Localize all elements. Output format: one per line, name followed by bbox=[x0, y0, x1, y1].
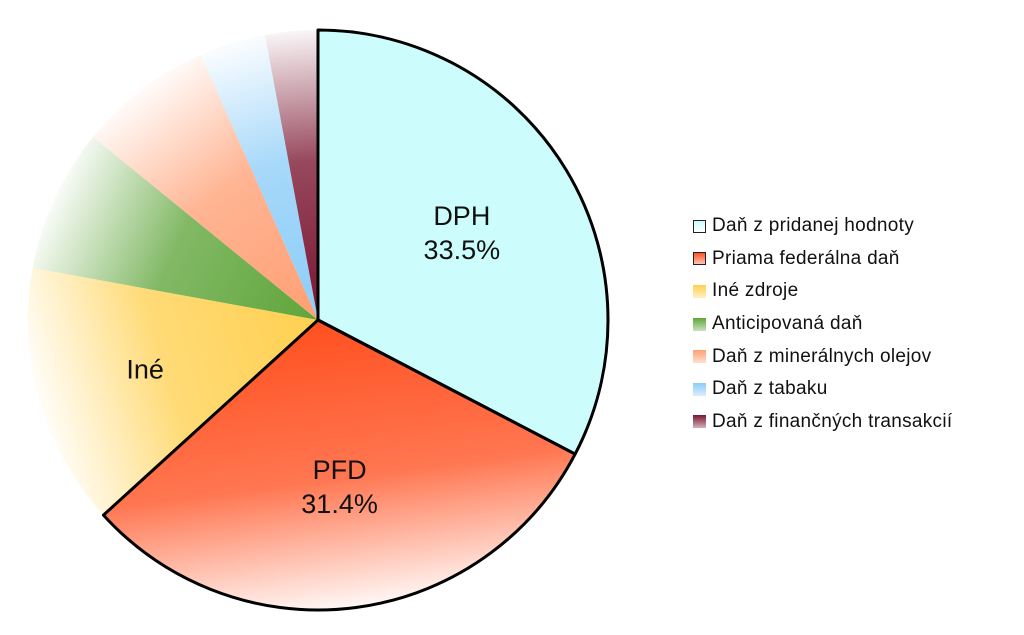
pie-slice-dan-z-tabaku bbox=[200, 34, 318, 321]
legend-label: Daň z tabaku bbox=[712, 378, 828, 400]
legend-item-anticipovana-dan: Anticipovaná daň bbox=[693, 308, 952, 341]
legend-label: Daň z finančných transakcií bbox=[712, 410, 953, 432]
legend-item-dan-z-mineralnych-olejov: Daň z minerálnych olejov bbox=[693, 340, 952, 373]
legend-swatch bbox=[693, 219, 706, 233]
legend-item-dan-z-tabaku: Daň z tabaku bbox=[693, 373, 952, 406]
pie-slice-dan-z-mineralnych-olejov bbox=[93, 54, 318, 320]
pie-slice-dan-z-financnych-transakcii bbox=[265, 30, 318, 320]
legend-swatch bbox=[693, 415, 706, 429]
legend-label: Iné zdroje bbox=[712, 280, 799, 302]
slice-label-name: DPH bbox=[433, 201, 490, 231]
slice-label-dph: DPH 33.5% bbox=[424, 201, 501, 265]
legend-label: Daň z pridanej hodnoty bbox=[712, 215, 915, 237]
slice-label-ine: Iné bbox=[126, 354, 164, 384]
chart-legend: Daň z pridanej hodnoty Priama federálna d… bbox=[693, 210, 952, 438]
slice-label-name: PFD bbox=[313, 455, 367, 485]
legend-item-ine-zdroje: Iné zdroje bbox=[693, 275, 952, 308]
legend-item-dan-z-pridanej-hodnoty: Daň z pridanej hodnoty bbox=[693, 210, 952, 243]
legend-swatch bbox=[693, 317, 706, 331]
legend-swatch bbox=[693, 382, 706, 396]
pie-slices bbox=[28, 28, 610, 612]
slice-label-pfd: PFD 31.4% bbox=[301, 455, 378, 519]
pie-slice-priama-federalna-dan bbox=[103, 320, 576, 610]
pie-slice-anticipovana-dan bbox=[32, 137, 319, 320]
pie-slice-outline-priama-federalna-dan bbox=[101, 318, 577, 612]
legend-label: Anticipovaná daň bbox=[712, 313, 863, 335]
legend-swatch bbox=[693, 284, 706, 298]
pie-slice-ine-zdroje bbox=[28, 267, 319, 516]
slice-label-value: 33.5% bbox=[424, 235, 501, 265]
legend-swatch bbox=[693, 350, 706, 364]
slice-label-name: Iné bbox=[126, 354, 164, 384]
legend-swatch bbox=[693, 252, 706, 266]
slice-label-value: 31.4% bbox=[301, 489, 378, 519]
legend-label: Daň z minerálnych olejov bbox=[712, 345, 932, 367]
legend-item-dan-z-financnych-transakcii: Daň z finančných transakcií bbox=[693, 406, 952, 439]
pie-slice-dan-z-pridanej-hodnoty bbox=[318, 30, 608, 455]
pie-slice-labels: DPH 33.5% PFD 31.4% Iné bbox=[126, 201, 500, 519]
legend-item-priama-federalna-dan: Priama federálna daň bbox=[693, 243, 952, 276]
legend-label: Priama federálna daň bbox=[712, 247, 900, 269]
pie-slice-outline-dan-z-pridanej-hodnoty bbox=[316, 28, 610, 456]
